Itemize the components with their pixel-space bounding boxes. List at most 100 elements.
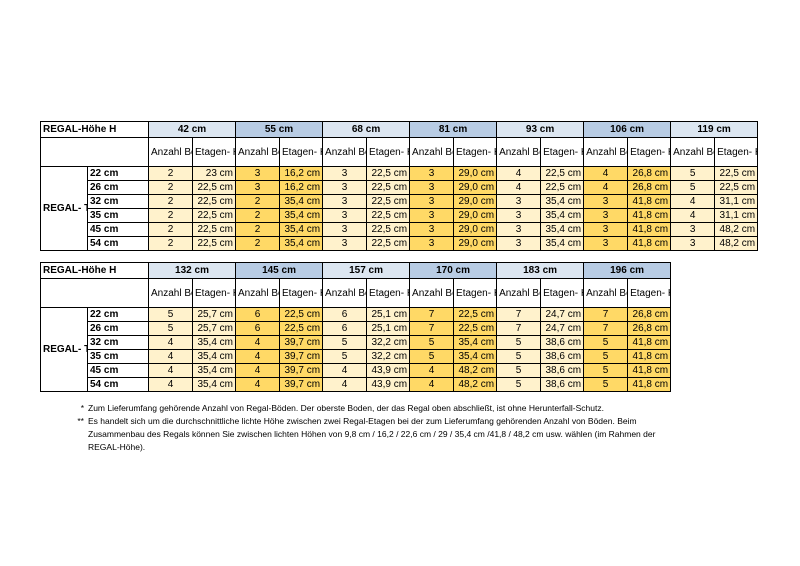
height-header: 157 cm [322,262,411,279]
shelf-height: 22,5 cm [279,321,324,336]
subheader: Etagen- Höhe** [279,137,324,167]
shelf-height: 29,0 cm [453,222,498,237]
shelf-count: 5 [322,335,368,350]
shelf-height: 39,7 cm [279,363,324,378]
depth-label: 35 cm [87,208,149,223]
shelf-count: 4 [148,363,193,378]
subheader-row: Anzahl Böden*Etagen- Höhe**Anzahl Böden*… [40,278,672,308]
subheader: Anzahl Böden* [235,137,281,167]
subheader: Anzahl Böden* [409,137,455,167]
subheader: Anzahl Böden* [235,278,281,308]
shelf-count: 5 [409,349,455,364]
shelf-count: 7 [409,307,455,322]
shelf-count: 3 [235,180,281,195]
shelf-count: 5 [583,363,629,378]
shelf-count: 3 [322,166,368,181]
shelf-count: 4 [235,363,281,378]
shelf-height: 25,1 cm [366,321,411,336]
shelf-count: 2 [235,208,281,223]
shelf-height: 22,5 cm [191,222,237,237]
data-row: 45 cm 4 35,4 cm 4 39,7 cm 4 43,9 cm 4 48,2 cm 5 38… [41,363,672,378]
data-row: 32 cm 4 35,4 cm 4 39,7 cm 5 32,2 cm 5 35,4 cm 5 38… [41,335,672,350]
shelf-count: 6 [322,321,368,336]
shelf-count: 4 [583,166,629,181]
shelf-count: 5 [148,321,193,336]
height-header: 106 cm [583,121,672,138]
shelf-height: 22,5 cm [191,194,237,209]
depth-label: 32 cm [87,194,149,209]
shelf-count: 3 [409,236,455,251]
depth-label: 54 cm [87,377,149,392]
shelf-count: 5 [583,377,629,392]
shelf-count: 4 [148,377,193,392]
shelf-count: 4 [235,377,281,392]
shelf-count: 4 [583,180,629,195]
shelf-height: 29,0 cm [453,194,498,209]
footnotes: * Zum Lieferumfang gehörende Anzahl von R… [70,402,670,454]
shelf-height: 22,5 cm [453,307,498,322]
shelf-height: 48,2 cm [453,363,498,378]
shelf-count: 5 [409,335,455,350]
shelf-count: 2 [148,222,193,237]
shelf-height: 26,8 cm [627,307,672,322]
height-header: 119 cm [670,121,759,138]
shelf-count: 3 [583,208,629,223]
depth-label: 26 cm [87,180,149,195]
shelf-height: 43,9 cm [366,377,411,392]
shelf-count: 5 [496,377,542,392]
shelf-height: 35,4 cm [279,208,324,223]
shelf-height: 48,2 cm [714,222,759,237]
shelf-height: 35,4 cm [191,335,237,350]
shelf-count: 5 [583,335,629,350]
height-header: 196 cm [583,262,672,279]
shelf-count: 5 [670,166,716,181]
shelf-count: 3 [409,166,455,181]
subheader: Anzahl Böden* [583,137,629,167]
shelf-height: 25,7 cm [191,307,237,322]
shelf-height: 41,8 cm [627,377,672,392]
depth-label: 45 cm [87,363,149,378]
height-header: 93 cm [496,121,585,138]
shelf-height: 23 cm [191,166,237,181]
shelf-count: 5 [148,307,193,322]
depth-label: 32 cm [87,335,149,350]
shelf-height: 35,4 cm [279,236,324,251]
shelf-height: 22,5 cm [366,194,411,209]
shelf-height: 41,8 cm [627,222,672,237]
shelf-height: 39,7 cm [279,377,324,392]
height-header: 42 cm [147,121,237,138]
shelf-count: 3 [322,208,368,223]
shelf-height: 26,8 cm [627,166,672,181]
shelf-count: 5 [496,349,542,364]
shelf-height: 35,4 cm [191,377,237,392]
shelf-count: 2 [148,236,193,251]
shelf-count: 2 [235,222,281,237]
shelf-height: 22,5 cm [540,180,585,195]
data-row: 35 cm 2 22,5 cm 2 35,4 cm 3 22,5 cm 3 29,0 cm 3 35… [41,208,759,223]
shelf-count: 3 [496,236,542,251]
depth-label: 45 cm [87,222,149,237]
shelf-count: 4 [670,194,716,209]
shelf-count: 4 [235,335,281,350]
shelf-count: 5 [322,349,368,364]
shelf-height: 35,4 cm [540,208,585,223]
footnote: * Zum Lieferumfang gehörende Anzahl von R… [70,402,670,415]
shelf-count: 2 [148,180,193,195]
shelf-height: 35,4 cm [279,222,324,237]
subheader: Anzahl Böden* [496,278,542,308]
depth-label: 35 cm [87,349,149,364]
subheader: Etagen- Höhe** [191,278,237,308]
blank-cell [40,137,149,167]
height-header: 55 cm [235,121,324,138]
shelf-count: 4 [496,180,542,195]
data-table: REGAL-Höhe H 42 cm 55 cm 68 cm 81 cm 93 cm 106… [40,121,759,251]
header-label: REGAL-Höhe H [40,121,149,138]
shelf-height: 22,5 cm [191,208,237,223]
subheader: Etagen- Höhe** [453,137,498,167]
shelf-count: 3 [670,236,716,251]
shelf-count: 3 [409,194,455,209]
shelf-height: 22,5 cm [453,321,498,336]
shelf-height: 16,2 cm [279,166,324,181]
depth-label: 26 cm [87,321,149,336]
